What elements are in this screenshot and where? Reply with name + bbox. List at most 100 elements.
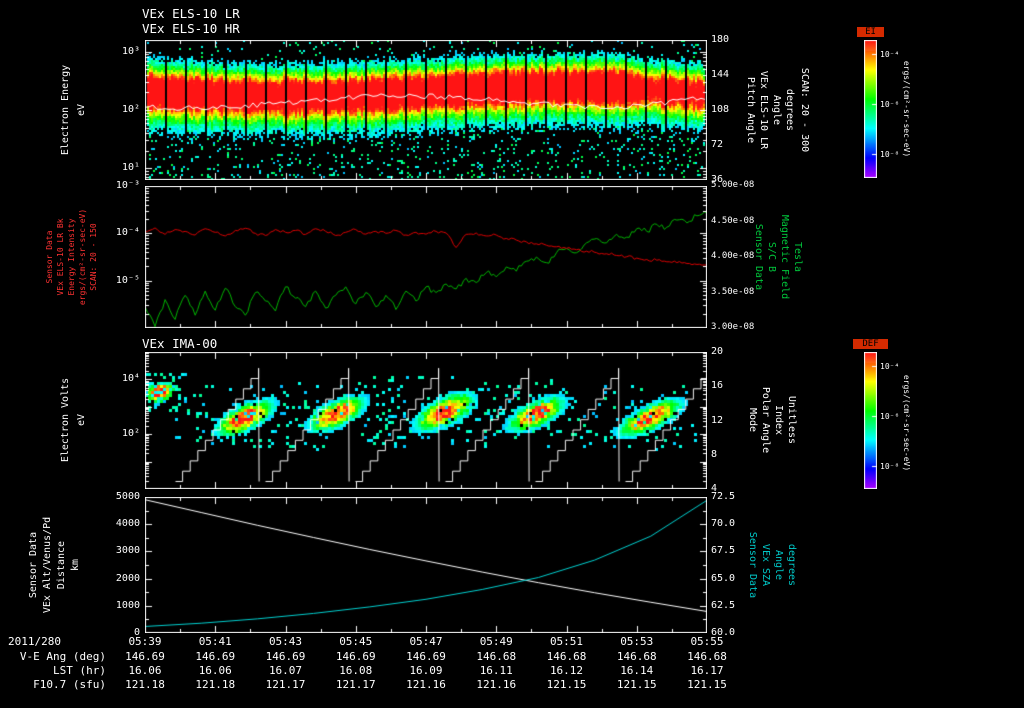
time-tick-label: 05:47 — [409, 635, 443, 648]
bfield-right-axis-label-3: Magnetic Field — [779, 214, 790, 300]
y-axis-tick-label: 2000 — [115, 573, 140, 584]
footer-value: 146.68 — [476, 650, 517, 663]
right-axis-tick-label: 4.00e-08 — [711, 251, 755, 261]
time-tick-label: 05:53 — [620, 635, 654, 648]
right-axis-tick-label: 67.5 — [711, 545, 736, 556]
right-axis-tick-label: 5.00e-08 — [711, 180, 755, 190]
right-axis-tick-label: 4.50e-08 — [711, 216, 755, 226]
footer-value: 146.69 — [195, 650, 236, 663]
right-axis-tick-label: 4 — [711, 483, 718, 494]
footer-value: 16.17 — [690, 664, 724, 677]
right-axis-tick-label: 60.0 — [711, 627, 736, 638]
sza-right-axis-label-1: Sensor Data — [747, 531, 758, 599]
footer-value: 121.18 — [125, 678, 165, 691]
y-axis-tick-label: 10² — [121, 104, 140, 115]
els-right-axis-label-5: SCAN: 20 - 300 — [799, 67, 810, 153]
time-tick-label: 05:49 — [479, 635, 513, 648]
colorbar-tick-label: 10⁻⁴ — [880, 362, 900, 371]
y-axis-tick-label: 10⁴ — [121, 373, 140, 384]
time-tick-label: 05:55 — [690, 635, 724, 648]
footer-row-label-veang: V-E Ang (deg) — [19, 650, 106, 663]
ima-spectrogram-plot — [145, 352, 707, 489]
els-y-axis-units: eV — [76, 103, 87, 117]
footer-value: 121.16 — [476, 678, 517, 691]
footer-value: 16.06 — [128, 664, 162, 677]
altitude-y-axis-label-4: km — [70, 558, 81, 572]
els-colorbar-title: EI — [857, 27, 884, 38]
footer-value: 146.68 — [546, 650, 587, 663]
ima-right-axis-label-3: Index — [773, 404, 784, 436]
right-axis-tick-label: 36 — [711, 174, 724, 185]
colorbar-tick-label: 10⁻⁸ — [880, 462, 900, 471]
y-axis-tick-label: 0 — [133, 627, 140, 638]
altitude-y-axis-label-1: Sensor Data — [28, 531, 39, 599]
right-axis-tick-label: 20 — [711, 346, 724, 357]
y-axis-tick-label: 5000 — [115, 491, 140, 502]
colorbar-tick-label: 10⁻⁶ — [880, 412, 900, 421]
footer-value: 16.12 — [549, 664, 584, 677]
footer-value: 16.11 — [479, 664, 513, 677]
altitude-y-axis-label-2: VEx Alt/Venus/Pd — [42, 516, 53, 614]
colorbar-tick-label: 10⁻⁸ — [880, 150, 900, 159]
y-axis-tick-label: 10⁻⁵ — [115, 275, 140, 286]
sza-right-axis-label-3: Angle — [773, 549, 784, 581]
els-spectrogram-plot — [145, 40, 707, 180]
ima-y-axis-units: eV — [76, 413, 87, 427]
footer-value: 121.17 — [265, 678, 306, 691]
right-axis-tick-label: 3.00e-08 — [711, 322, 755, 332]
els-y-axis-label: Electron Energy — [60, 64, 71, 156]
intensity-bfield-plot — [145, 186, 707, 328]
footer-value: 121.15 — [687, 678, 727, 691]
altitude-y-axis-label-3: Distance — [56, 540, 67, 590]
footer-value: 121.15 — [616, 678, 657, 691]
right-axis-tick-label: 108 — [711, 104, 730, 115]
ima-right-axis-label-4: Unitless — [786, 395, 797, 445]
sza-right-axis-label-4: degrees — [786, 543, 797, 587]
footer-row-label-f107: F10.7 (sfu) — [33, 678, 106, 691]
right-axis-tick-label: 72 — [711, 139, 724, 150]
y-axis-tick-label: 10³ — [121, 46, 140, 57]
footer-value: 16.09 — [409, 664, 443, 677]
colorbar-tick-label: 10⁻⁶ — [880, 100, 900, 109]
footer-value: 146.69 — [335, 650, 376, 663]
right-axis-tick-label: 8 — [711, 449, 718, 460]
footer-value: 146.69 — [406, 650, 446, 663]
colorbar-tick-label: 10⁻⁴ — [880, 50, 900, 59]
bfield-right-axis-label-4: Tesla — [792, 241, 803, 273]
footer-value: 146.69 — [265, 650, 306, 663]
right-axis-tick-label: 62.5 — [711, 600, 736, 611]
footer-value: 146.69 — [125, 650, 165, 663]
footer-value: 121.18 — [195, 678, 236, 691]
els-right-axis-label-4: degrees — [784, 88, 795, 132]
y-axis-tick-label: 1000 — [115, 600, 140, 611]
sza-right-axis-label-2: VEx SZA — [760, 543, 771, 587]
footer-value: 146.68 — [616, 650, 657, 663]
y-axis-tick-label: 10¹ — [121, 162, 140, 173]
y-axis-tick-label: 10⁻⁴ — [115, 227, 140, 238]
els-colorbar — [864, 40, 877, 178]
altitude-sza-plot — [145, 497, 707, 633]
right-axis-tick-label: 3.50e-08 — [711, 287, 755, 297]
time-tick-label: 05:51 — [549, 635, 584, 648]
y-axis-tick-label: 10² — [121, 428, 140, 439]
right-axis-tick-label: 180 — [711, 34, 730, 45]
panel1-title-line2: VEx ELS-10 HR — [142, 21, 240, 36]
ima-colorbar — [864, 352, 877, 489]
y-axis-tick-label: 3000 — [115, 545, 140, 556]
right-axis-tick-label: 65.0 — [711, 573, 736, 584]
panel3-title: VEx IMA-00 — [142, 336, 218, 351]
right-axis-tick-label: 72.5 — [711, 491, 736, 502]
footer-value: 16.14 — [620, 664, 654, 677]
ima-colorbar-title: DEF — [853, 339, 888, 350]
y-axis-tick-label: 10⁻³ — [115, 180, 140, 191]
footer-value: 16.07 — [268, 664, 303, 677]
right-axis-tick-label: 144 — [711, 69, 730, 80]
footer-value: 121.16 — [406, 678, 446, 691]
footer-value: 121.17 — [335, 678, 376, 691]
time-tick-label: 05:43 — [268, 635, 303, 648]
time-tick-label: 05:39 — [128, 635, 162, 648]
footer-value: 121.15 — [546, 678, 587, 691]
right-axis-tick-label: 70.0 — [711, 518, 736, 529]
date-label: 2011/280 — [8, 635, 61, 648]
